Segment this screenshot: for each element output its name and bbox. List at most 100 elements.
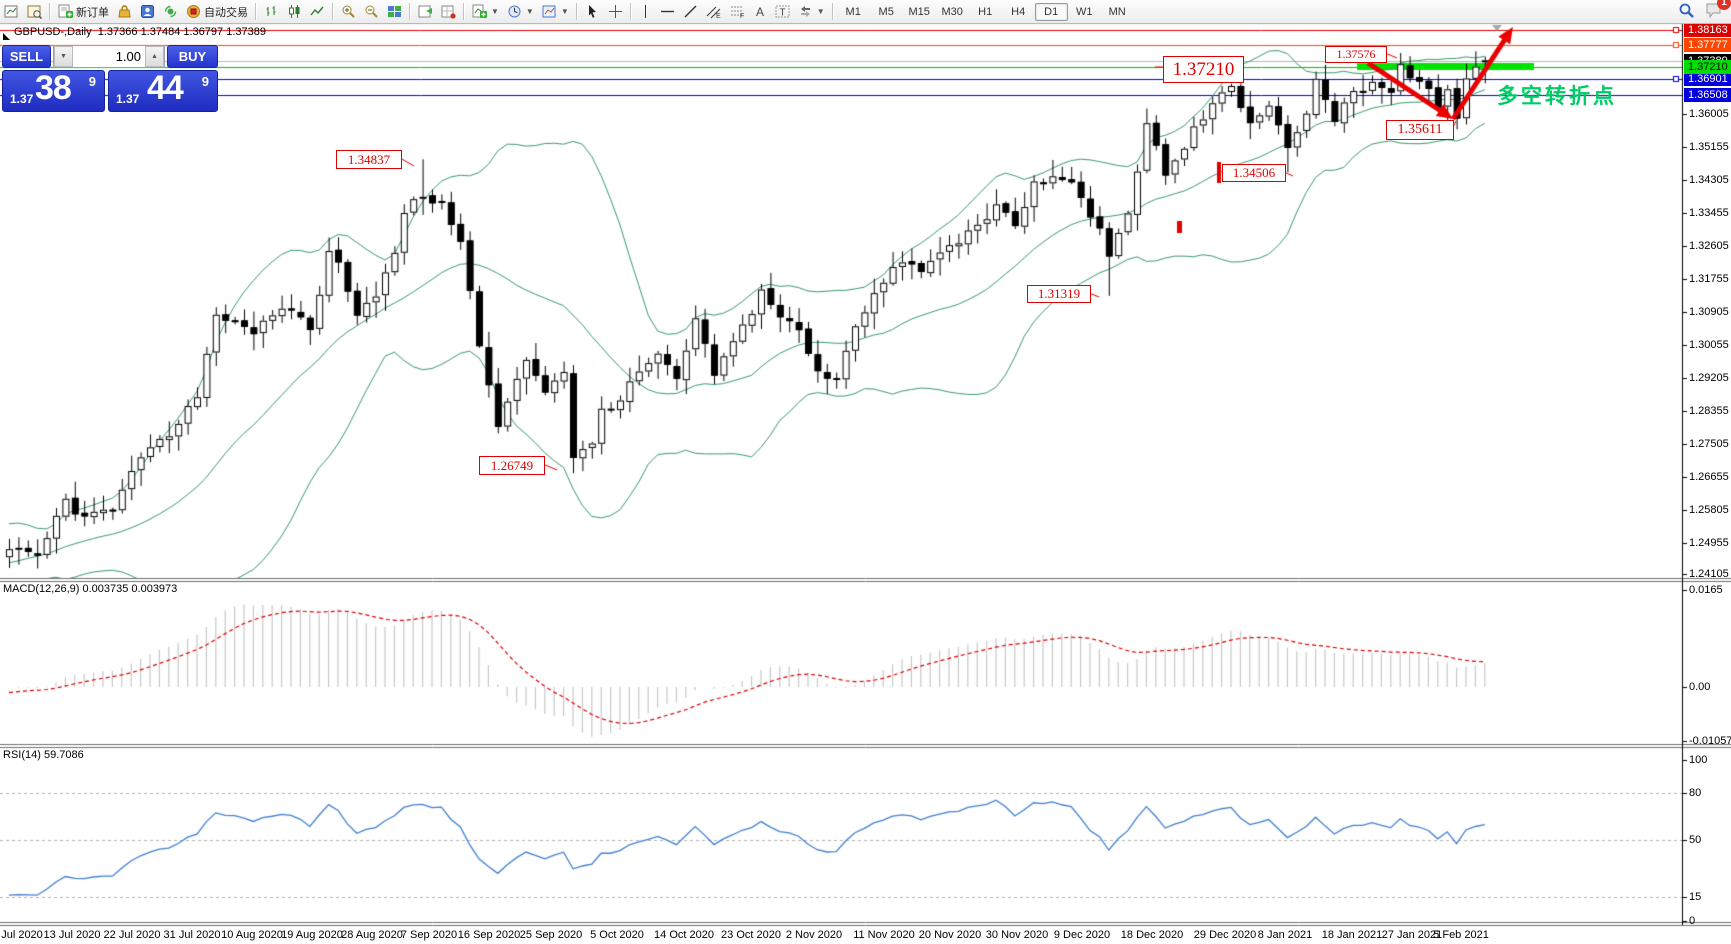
bars-icon[interactable] (260, 2, 283, 22)
vertical-line-icon[interactable] (635, 2, 656, 22)
price-scale-tick: 1.26655 (1689, 471, 1729, 483)
time-axis-label: 25 Sep 2020 (519, 929, 583, 941)
chevron-down-icon: ▼ (525, 7, 534, 16)
zoom-in-icon[interactable] (337, 2, 360, 22)
rsi-scale-tick: 50 (1689, 834, 1702, 846)
notification-badge: 1 (1717, 0, 1731, 10)
one-click-trading-panel: SELL ▼ ▲ BUY 1.37 38 9 1.37 44 9 (2, 45, 218, 112)
svg-text:F: F (740, 13, 744, 19)
price-annotation[interactable]: 1.37576 (1325, 46, 1387, 63)
sell-button[interactable]: SELL (2, 45, 51, 68)
autotrading-icon (186, 4, 201, 19)
turning-point-note[interactable]: 多空转折点 (1497, 85, 1617, 108)
timeframe-d1[interactable]: D1 (1034, 2, 1068, 21)
price-scale-tick: 1.30055 (1689, 339, 1729, 351)
price-annotation[interactable]: 1.31319 (1027, 285, 1091, 303)
arrange-windows-icon[interactable] (414, 2, 437, 22)
macd-label: MACD(12,26,9) 0.003735 0.003973 (3, 583, 178, 595)
rsi-scale-tick: 80 (1689, 787, 1702, 799)
svg-text:E: E (716, 13, 721, 19)
autotrading-button[interactable]: 自动交易 (182, 2, 252, 22)
zoom-out-icon[interactable] (360, 2, 383, 22)
profiles-icon[interactable] (23, 2, 46, 22)
timeframe-mn[interactable]: MN (1108, 5, 1126, 18)
notifications-icon[interactable]: 1 (1705, 0, 1731, 21)
indicators-icon[interactable]: ▼ (468, 2, 503, 22)
volume-decrease-button[interactable]: ▼ (54, 46, 73, 67)
price-annotation[interactable]: 1.34506 (1222, 164, 1286, 182)
price-annotation[interactable]: 1.37210 (1163, 56, 1244, 83)
cursor-icon[interactable] (581, 2, 604, 22)
timeframe-m5[interactable]: M5 (878, 5, 894, 18)
buy-price-panel[interactable]: 1.37 44 9 (108, 69, 218, 112)
timeframe-m15[interactable]: M15 (908, 5, 930, 18)
chevron-down-icon: ▼ (816, 7, 825, 16)
chart-ohlc-values: 1.37366 1.37484 1.36797 1.37389 (97, 26, 266, 38)
time-axis-label: 19 Aug 2020 (281, 929, 343, 941)
price-level-badge: 1.38163 (1684, 23, 1731, 37)
new-order-button[interactable]: 新订单 (54, 2, 113, 22)
sell-price-panel[interactable]: 1.37 38 9 (2, 69, 105, 112)
price-annotation[interactable]: 1.26749 (479, 456, 545, 475)
vps-icon[interactable] (159, 2, 182, 22)
time-axis-label: 22 Jul 2020 (103, 929, 161, 941)
new-chart-icon[interactable] (0, 2, 23, 22)
tile-windows-icon[interactable] (383, 2, 406, 22)
grid-icon[interactable] (437, 2, 460, 22)
toolbar: 新订单 自动交易 ▼ ▼ (0, 0, 1731, 24)
signals-icon[interactable] (136, 2, 159, 22)
chevron-down-icon: ▼ (560, 7, 569, 16)
equidistant-channel-icon[interactable]: E (702, 2, 726, 22)
templates-icon[interactable]: ▼ (538, 2, 573, 22)
buy-button[interactable]: BUY (167, 45, 218, 68)
volume-input[interactable] (73, 46, 145, 67)
new-order-label: 新订单 (76, 6, 109, 19)
new-order-icon (58, 4, 73, 19)
time-axis-label: 20 Nov 2020 (918, 929, 982, 941)
timeframe-h4[interactable]: H4 (1011, 5, 1026, 18)
time-axis-label: 27 Jan 2021 (1381, 929, 1443, 941)
fibonacci-icon[interactable]: F (726, 2, 750, 22)
rsi-label: RSI(14) 59.7086 (3, 749, 84, 761)
market-icon[interactable] (113, 2, 136, 22)
time-axis-label: 2 Nov 2020 (785, 929, 843, 941)
price-level-badge: 1.36508 (1684, 88, 1731, 102)
price-scale-tick: 1.29205 (1689, 372, 1729, 384)
line-chart-icon[interactable] (306, 2, 329, 22)
periods-icon[interactable]: ▼ (503, 2, 538, 22)
timeframe-h1[interactable]: H1 (978, 5, 993, 18)
chart-icon (3, 28, 13, 46)
buy-price-pip: 9 (201, 74, 209, 89)
svg-text:A: A (756, 5, 764, 19)
time-axis-label: 7 Sep 2020 (400, 929, 458, 941)
timeframe-w1[interactable]: W1 (1075, 5, 1093, 18)
price-scale-tick: 1.25805 (1689, 504, 1729, 516)
time-axis-label: 30 Nov 2020 (985, 929, 1049, 941)
timeframe-m1[interactable]: M1 (845, 5, 861, 18)
sell-price-prefix: 1.37 (10, 92, 34, 106)
price-scale-tick: 1.32605 (1689, 240, 1729, 252)
svg-text:T: T (779, 8, 785, 19)
trendline-icon[interactable] (679, 2, 702, 22)
crosshair-icon[interactable] (604, 2, 627, 22)
price-scale-tick: 1.36005 (1689, 108, 1729, 120)
text-icon[interactable]: A (750, 2, 771, 22)
candlesticks-icon[interactable] (283, 2, 306, 22)
time-axis-label: 8 Jan 2021 (1257, 929, 1313, 941)
time-axis-label: 23 Oct 2020 (721, 929, 781, 941)
shapes-icon[interactable]: ▼ (794, 2, 829, 22)
sell-price-major: 38 (35, 69, 72, 107)
volume-spinner: ▼ ▲ (53, 45, 165, 68)
price-annotation[interactable]: 1.34837 (336, 150, 402, 169)
time-axis-label: 18 Dec 2020 (1120, 929, 1184, 941)
timeframe-m30[interactable]: M30 (941, 5, 963, 18)
search-icon[interactable] (1678, 2, 1695, 22)
price-level-badge: 1.36901 (1684, 72, 1731, 86)
volume-increase-button[interactable]: ▲ (145, 46, 164, 67)
horizontal-line-icon[interactable] (656, 2, 679, 22)
label-icon[interactable]: T (771, 2, 794, 22)
price-annotation[interactable]: 1.35611 (1386, 120, 1454, 140)
buy-price-major: 44 (147, 69, 184, 107)
